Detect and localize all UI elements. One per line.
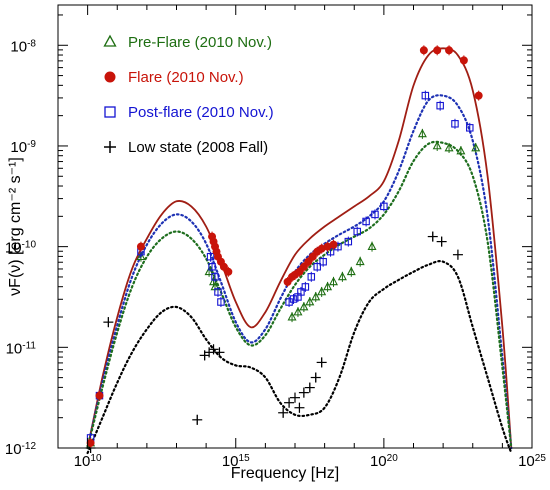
- model-curves: [86, 47, 513, 455]
- data-point: [304, 382, 315, 393]
- data-point: [192, 414, 203, 425]
- data-point: [433, 45, 442, 56]
- data-point: [219, 261, 228, 272]
- data-point: [299, 261, 308, 272]
- data-point: [417, 128, 427, 139]
- data-point: [308, 251, 317, 262]
- data-point: [319, 256, 327, 267]
- data-point: [471, 142, 481, 153]
- legend-entry: Pre-Flare (2010 Nov.): [103, 34, 272, 51]
- data-point: [217, 297, 225, 308]
- data-point: [362, 216, 370, 227]
- data-point: [208, 344, 219, 355]
- data-point: [329, 239, 338, 250]
- data-point: [86, 437, 95, 448]
- legend-label: Pre-Flare (2010 Nov.): [128, 34, 272, 51]
- data-point: [211, 271, 219, 282]
- data-point: [452, 249, 463, 260]
- data-point: [367, 241, 377, 252]
- legend: Pre-Flare (2010 Nov.) Flare (2010 Nov.) Po…: [103, 34, 274, 156]
- data-point: [328, 276, 339, 287]
- data-point: [214, 286, 222, 297]
- data-point: [436, 100, 444, 111]
- data-point: [283, 276, 292, 287]
- data-point: [305, 296, 315, 308]
- data-point: [206, 251, 215, 262]
- data-point: [208, 261, 216, 272]
- legend-marker: [104, 106, 116, 118]
- legend-entry: Flare (2010 Nov.): [104, 69, 244, 86]
- data-point: [444, 142, 454, 153]
- data-point: [459, 55, 468, 66]
- x-axis-title: Frequency [Hz]: [231, 465, 339, 482]
- data-point: [103, 317, 114, 328]
- data-point: [451, 118, 459, 129]
- data-point: [290, 392, 300, 403]
- data-point: [371, 209, 379, 220]
- data-point: [307, 271, 316, 282]
- data-point: [311, 291, 321, 302]
- data-point: [298, 387, 309, 398]
- data-point: [466, 122, 474, 133]
- data-point: [304, 256, 313, 267]
- data-point: [284, 397, 295, 408]
- data-point: [323, 281, 333, 292]
- model-curve: [86, 94, 513, 450]
- data-point: [456, 145, 466, 156]
- data-point: [224, 266, 233, 277]
- data-point: [355, 256, 365, 267]
- data-point: [380, 201, 388, 212]
- legend-entry: Post-flare (2010 Nov.): [104, 104, 274, 121]
- legend-marker: [104, 141, 116, 153]
- model-curve: [86, 140, 513, 450]
- data-point: [136, 241, 145, 252]
- data-point: [297, 286, 305, 297]
- data-point: [295, 266, 304, 277]
- data-point: [278, 407, 289, 418]
- legend-entry: Low state (2008 Fall): [104, 139, 268, 156]
- legend-label: Post-flare (2010 Nov.): [128, 104, 274, 121]
- legend-label: Low state (2008 Fall): [128, 139, 268, 156]
- data-point: [214, 347, 225, 358]
- data-point: [337, 271, 347, 282]
- data-point: [310, 372, 321, 383]
- y-axis-title: νF(ν) [erg cm⁻² s⁻¹]: [7, 157, 24, 296]
- data-points: [85, 45, 483, 453]
- legend-marker: [104, 71, 116, 83]
- data-point: [353, 226, 361, 237]
- data-point: [445, 45, 454, 56]
- data-point: [419, 45, 428, 56]
- data-point: [301, 281, 310, 292]
- data-point: [289, 293, 298, 304]
- data-point: [293, 306, 303, 318]
- data-point: [436, 236, 447, 247]
- data-point: [346, 266, 356, 277]
- data-point: [294, 402, 305, 413]
- data-point: [317, 286, 327, 297]
- data-point: [427, 231, 438, 242]
- data-point: [474, 90, 483, 101]
- data-point: [287, 311, 297, 323]
- data-point: [95, 390, 104, 401]
- data-point: [299, 301, 309, 313]
- data-point: [421, 90, 430, 101]
- axis-ticks: [57, 5, 533, 449]
- model-curve: [86, 260, 513, 455]
- model-curve: [86, 47, 513, 449]
- data-point: [316, 357, 327, 368]
- legend-label: Flare (2010 Nov.): [128, 69, 244, 86]
- data-point: [344, 236, 353, 247]
- data-point: [432, 140, 442, 151]
- legend-marker: [103, 34, 117, 47]
- data-point: [313, 261, 321, 272]
